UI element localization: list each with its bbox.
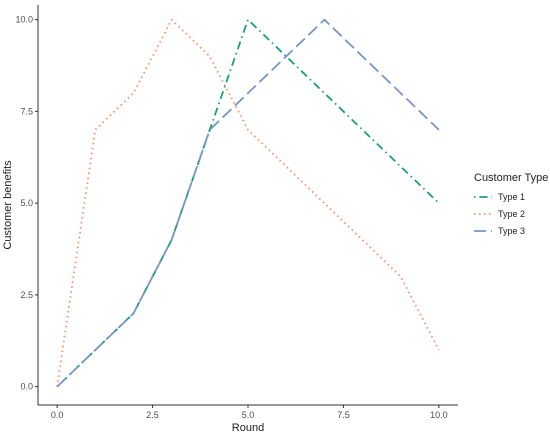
x-tick-label: 0.0 (51, 410, 64, 420)
y-tick-label: 2.5 (20, 290, 33, 300)
y-tick-label: 0.0 (20, 382, 33, 392)
x-tick-label: 10.0 (430, 410, 448, 420)
y-axis-title: Customer benefits (2, 160, 14, 250)
x-ticks: 0.0 2.5 5.0 7.5 10.0 (51, 405, 448, 420)
legend-label-type-3: Type 3 (498, 226, 525, 236)
series-line-type-2 (56, 18, 440, 387)
series-layer (56, 18, 440, 388)
legend-label-type-1: Type 1 (498, 192, 525, 202)
y-tick-label: 7.5 (20, 106, 33, 116)
y-ticks: 0.0 2.5 5.0 7.5 10.0 (15, 15, 38, 392)
x-tick-label: 2.5 (146, 410, 159, 420)
x-tick-label: 5.0 (242, 410, 255, 420)
legend-title: Customer Type (474, 172, 548, 184)
y-tick-label: 10.0 (15, 15, 33, 25)
x-tick-label: 7.5 (337, 410, 350, 420)
legend-label-type-2: Type 2 (498, 209, 525, 219)
legend-items: Type 1 Type 2 Type 3 (474, 192, 525, 236)
legend: Customer Type Type 1 Type 2 Type 3 (474, 172, 548, 236)
y-tick-label: 5.0 (20, 198, 33, 208)
series-line-type-3 (56, 18, 440, 388)
x-axis-title: Round (232, 422, 264, 434)
